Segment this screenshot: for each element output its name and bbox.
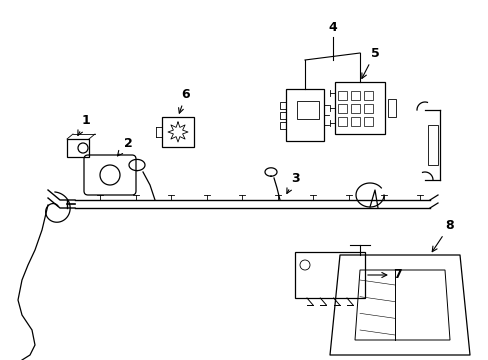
Text: 4: 4 <box>327 21 336 33</box>
Bar <box>427 125 437 165</box>
Bar <box>280 102 285 108</box>
Bar <box>162 117 194 147</box>
Text: 2: 2 <box>117 136 132 156</box>
Bar <box>387 99 395 117</box>
Text: 5: 5 <box>361 46 379 78</box>
Bar <box>337 117 346 126</box>
Bar <box>280 112 285 118</box>
Bar <box>350 117 359 126</box>
Text: 7: 7 <box>367 269 402 282</box>
Text: 6: 6 <box>178 87 190 113</box>
Bar <box>285 89 324 141</box>
Text: 8: 8 <box>431 219 453 252</box>
Bar <box>350 90 359 99</box>
Bar <box>334 82 384 134</box>
Bar <box>280 122 285 129</box>
Text: 1: 1 <box>78 113 90 135</box>
Text: 3: 3 <box>286 171 299 193</box>
Bar <box>363 90 372 99</box>
Bar <box>350 104 359 113</box>
Bar <box>337 104 346 113</box>
Bar <box>294 252 364 298</box>
Bar <box>296 101 318 119</box>
Bar <box>363 104 372 113</box>
Bar <box>363 117 372 126</box>
Bar <box>337 90 346 99</box>
Bar <box>67 139 89 157</box>
